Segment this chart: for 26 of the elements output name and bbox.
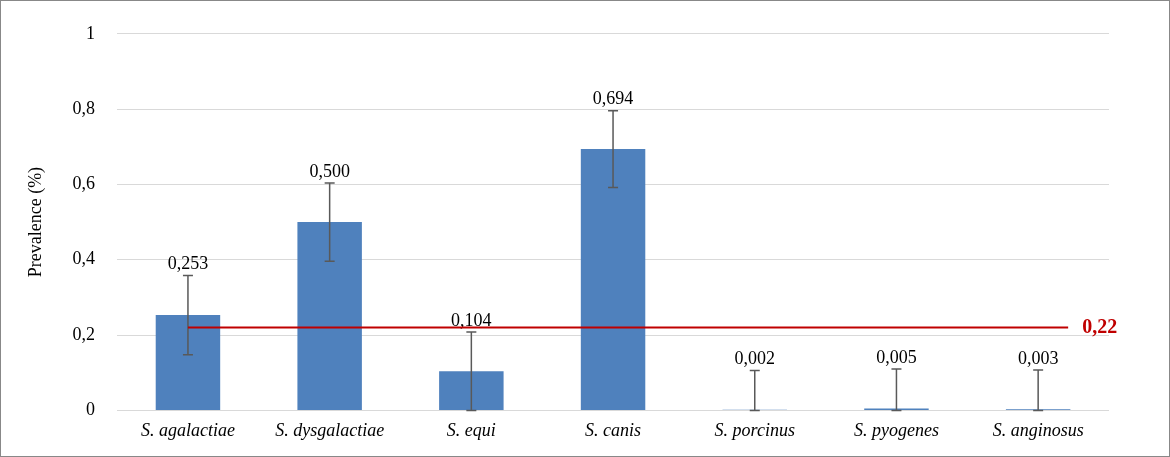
ref-line-label: 0,22 (1082, 314, 1118, 337)
bar (439, 371, 504, 410)
bar (580, 149, 646, 410)
y-tick-label: 1 (86, 22, 96, 43)
y-axis-title: Prevalence (%) (24, 166, 46, 278)
x-tick-label: S. canis (585, 419, 642, 440)
y-tick-label: 0 (86, 399, 96, 420)
x-tick-label: S. agalactiae (140, 419, 235, 440)
x-tick-label: S. dysgalactiae (275, 419, 385, 440)
data-label: 0,500 (309, 160, 350, 181)
y-tick-label: 0,8 (72, 97, 96, 118)
bar (297, 222, 362, 410)
x-tick-label: S. anginosus (992, 419, 1084, 440)
x-tick-label: S. equi (446, 419, 496, 440)
x-tick-label: S. pyogenes (853, 419, 939, 440)
data-label: 0,005 (876, 346, 917, 367)
x-tick-label: S. porcinus (714, 419, 795, 440)
y-tick-label: 0,6 (72, 173, 96, 194)
y-tick-label: 0,4 (72, 248, 96, 269)
data-label: 0,002 (734, 348, 775, 369)
data-label: 0,104 (451, 309, 492, 330)
y-tick-label: 0,2 (72, 323, 96, 344)
bar (155, 315, 221, 410)
data-label: 0,694 (592, 88, 634, 109)
data-label: 0,003 (1017, 347, 1059, 368)
data-label: 0,253 (167, 253, 209, 274)
